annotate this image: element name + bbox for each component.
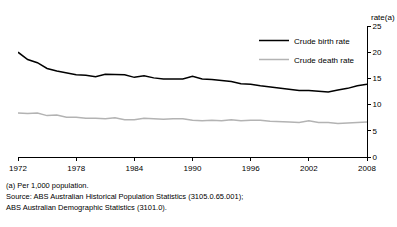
svg-text:0: 0 bbox=[373, 153, 378, 162]
svg-text:Source: ABS Australian Histori: Source: ABS Australian Historical Popula… bbox=[6, 192, 243, 201]
svg-text:(a) Per 1,000 population.: (a) Per 1,000 population. bbox=[6, 181, 89, 190]
svg-text:10: 10 bbox=[373, 100, 382, 109]
svg-text:ABS Australian Demographic Sta: ABS Australian Demographic Statistics (3… bbox=[6, 203, 167, 212]
svg-text:2008: 2008 bbox=[358, 164, 376, 173]
svg-text:Crude birth rate: Crude birth rate bbox=[294, 37, 350, 46]
svg-text:Crude death rate: Crude death rate bbox=[294, 56, 355, 65]
svg-text:rate(a): rate(a) bbox=[371, 13, 395, 22]
svg-text:5: 5 bbox=[373, 127, 378, 136]
svg-text:1990: 1990 bbox=[184, 164, 202, 173]
svg-text:25: 25 bbox=[373, 22, 382, 31]
svg-text:15: 15 bbox=[373, 74, 382, 83]
svg-text:2002: 2002 bbox=[300, 164, 318, 173]
svg-text:1972: 1972 bbox=[9, 164, 27, 173]
svg-text:1978: 1978 bbox=[67, 164, 85, 173]
svg-text:1996: 1996 bbox=[242, 164, 260, 173]
svg-text:20: 20 bbox=[373, 48, 382, 57]
svg-text:1984: 1984 bbox=[125, 164, 143, 173]
